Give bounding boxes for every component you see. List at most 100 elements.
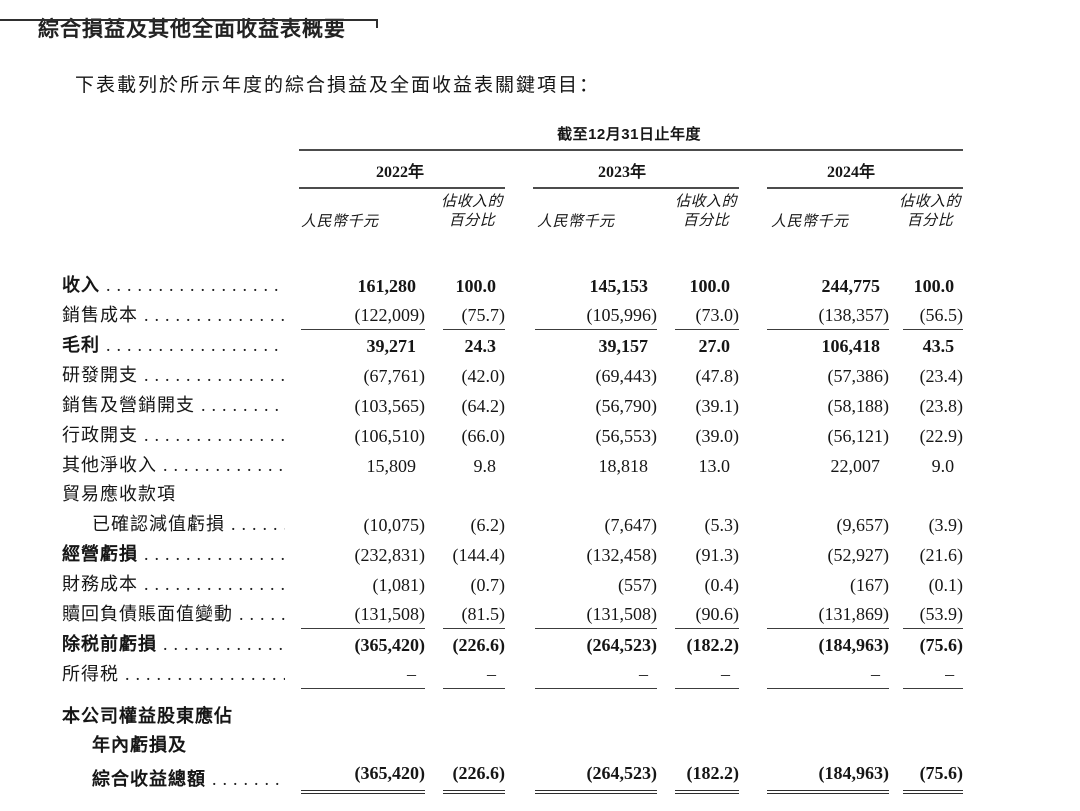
cell: 100.0: [455, 275, 497, 296]
cell: (5.3): [704, 514, 740, 535]
dot-leader: ........................................…: [125, 663, 285, 684]
col-header-amount-2024: 人民幣千元: [771, 213, 849, 230]
cell: (58,188): [827, 395, 890, 416]
cell: 43.5: [922, 335, 955, 356]
row-label: 毛利......................................…: [62, 334, 285, 355]
cell: (23.4): [919, 365, 964, 386]
title-overline: [0, 19, 378, 28]
table-row-income-tax: 所得税.....................................…: [62, 659, 964, 689]
cell: 15,809: [366, 455, 417, 476]
dot-leader: ........................................…: [106, 334, 285, 355]
cell: (1,081): [372, 574, 426, 595]
table-row-attributable-line2: 年內虧損及: [62, 731, 963, 760]
table-row-loss-before-tax: 除税前虧損...................................…: [62, 629, 963, 659]
cell: (226.6): [452, 634, 506, 655]
cell: (365,420): [295, 760, 425, 794]
row-label: 貿易應收款項: [62, 483, 176, 504]
cell: –: [425, 659, 505, 689]
cell: (75.6): [889, 760, 964, 794]
col-header-pct-2024: 佔收入的 百分比: [889, 189, 963, 234]
cell: 13.0: [698, 455, 731, 476]
table-row-finance-costs: 財務成本....................................…: [62, 569, 963, 599]
cell: (39.1): [695, 395, 740, 416]
cell: –: [889, 659, 964, 689]
income-statement-table: 截至12月31日止年度 2022年 2023年 2024年 人民幣千元: [62, 123, 964, 794]
cell: (21.6): [919, 544, 964, 565]
year-header-row: 2022年 2023年 2024年: [62, 151, 964, 189]
row-label: 除税前虧損...................................…: [62, 629, 295, 659]
cell: (81.5): [425, 599, 505, 629]
col-header-pct-2023: 佔收入的 百分比: [657, 189, 739, 234]
cell: (182.2): [686, 634, 740, 655]
cell: (56,790): [595, 395, 658, 416]
col-header-amount-2022: 人民幣千元: [301, 213, 379, 230]
table-row-operating-loss: 經營虧損....................................…: [62, 539, 963, 569]
row-label: 行政開支....................................…: [62, 420, 295, 450]
cell: (9,657): [836, 514, 890, 535]
cell: 244,775: [821, 275, 881, 296]
period-header: 截至12月31日止年度: [557, 126, 701, 143]
title-overline-tick: [376, 19, 378, 28]
cell: 22,007: [830, 455, 881, 476]
cell: (264,523): [505, 760, 657, 794]
year-label-2022: 2022年: [375, 164, 424, 181]
period-header-rule: [299, 149, 964, 151]
dot-leader: ........................................…: [144, 364, 285, 385]
dot-leader: ........................................…: [212, 768, 285, 789]
cell: (52,927): [827, 544, 890, 565]
row-label: 銷售及營銷開支.................................…: [62, 394, 285, 415]
table-row-impairment-loss: 已確認減值虧損.................................…: [62, 509, 963, 539]
cell: 100.0: [689, 275, 731, 296]
cell: (0.4): [704, 574, 740, 595]
year-header-2022: 2022年: [295, 151, 505, 189]
cell: (56,553): [595, 425, 658, 446]
cell: (0.1): [928, 574, 964, 595]
row-label: 所得税.....................................…: [62, 659, 295, 689]
cell: (53.9): [889, 599, 964, 629]
cell: –: [505, 659, 657, 689]
cell: 9.8: [473, 455, 497, 476]
dot-leader: ........................................…: [239, 603, 285, 624]
cell: (67,761): [363, 365, 426, 386]
empty-header-cell: [62, 151, 295, 189]
table-row-revenue: 收入......................................…: [62, 270, 963, 300]
cell: (42.0): [461, 365, 506, 386]
dot-leader: ........................................…: [231, 513, 285, 534]
dot-leader: ........................................…: [144, 304, 285, 325]
dot-leader: ........................................…: [163, 633, 285, 654]
cell: (23.8): [919, 395, 964, 416]
cell: (3.9): [928, 514, 964, 535]
cell: (132,458): [586, 544, 658, 565]
spacer-row: [62, 689, 963, 702]
pct-header-line1: 佔收入的: [674, 194, 737, 210]
cell: (6.2): [470, 514, 506, 535]
cell: (131,508): [505, 599, 657, 629]
row-label: 贖回負債賬面值變動...............................…: [62, 599, 295, 629]
row-label: 收入......................................…: [62, 274, 285, 295]
intro-text: 下表載列於所示年度的綜合損益及全面收益表關鍵項目：: [75, 75, 601, 96]
year-header-2023: 2023年: [505, 151, 739, 189]
table-row-attributable-line1: 本公司權益股東應佔: [62, 702, 963, 731]
cell: (167): [850, 574, 889, 595]
pct-header-line1: 佔收入的: [440, 194, 503, 210]
year-rule-2024: [767, 187, 964, 189]
cell: (69,443): [595, 365, 658, 386]
col-header-pct-2022: 佔收入的 百分比: [425, 189, 505, 234]
table-row-gross-profit: 毛利......................................…: [62, 330, 963, 360]
cell: (75.7): [425, 300, 505, 330]
table-row-cost-of-sales: 銷售成本....................................…: [62, 300, 964, 330]
period-header-row: 截至12月31日止年度: [62, 123, 964, 151]
dot-leader: ........................................…: [201, 394, 285, 415]
pct-header-line2: 百分比: [448, 212, 496, 229]
row-label: 年內虧損及: [92, 734, 187, 755]
year-rule-2022: [299, 187, 505, 189]
table-row-admin-expenses: 行政開支....................................…: [62, 420, 963, 450]
table-row-rd-expenses: 研發開支....................................…: [62, 360, 963, 390]
cell: 161,280: [357, 275, 417, 296]
cell: (105,996): [505, 300, 657, 330]
cell: 39,157: [598, 335, 649, 356]
cell: (64.2): [461, 395, 506, 416]
cell: (106,510): [354, 425, 426, 446]
dot-leader: ........................................…: [144, 573, 285, 594]
table-row-trade-receivables-line1: 貿易應收款項: [62, 480, 963, 509]
